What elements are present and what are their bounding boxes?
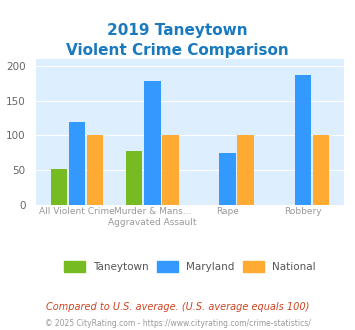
Bar xyxy=(144,81,160,205)
Bar xyxy=(50,169,67,205)
Bar xyxy=(162,135,179,205)
Bar xyxy=(313,135,329,205)
Text: Compared to U.S. average. (U.S. average equals 100): Compared to U.S. average. (U.S. average … xyxy=(46,302,309,312)
Bar xyxy=(219,153,236,205)
Bar xyxy=(87,135,103,205)
Text: Violent Crime Comparison: Violent Crime Comparison xyxy=(66,43,289,58)
Bar xyxy=(126,151,142,205)
Bar xyxy=(237,135,254,205)
Legend: Taneytown, Maryland, National: Taneytown, Maryland, National xyxy=(61,258,319,275)
Bar xyxy=(69,122,85,205)
Text: © 2025 CityRating.com - https://www.cityrating.com/crime-statistics/: © 2025 CityRating.com - https://www.city… xyxy=(45,319,310,328)
Text: 2019 Taneytown: 2019 Taneytown xyxy=(107,23,248,38)
Bar xyxy=(295,75,311,205)
